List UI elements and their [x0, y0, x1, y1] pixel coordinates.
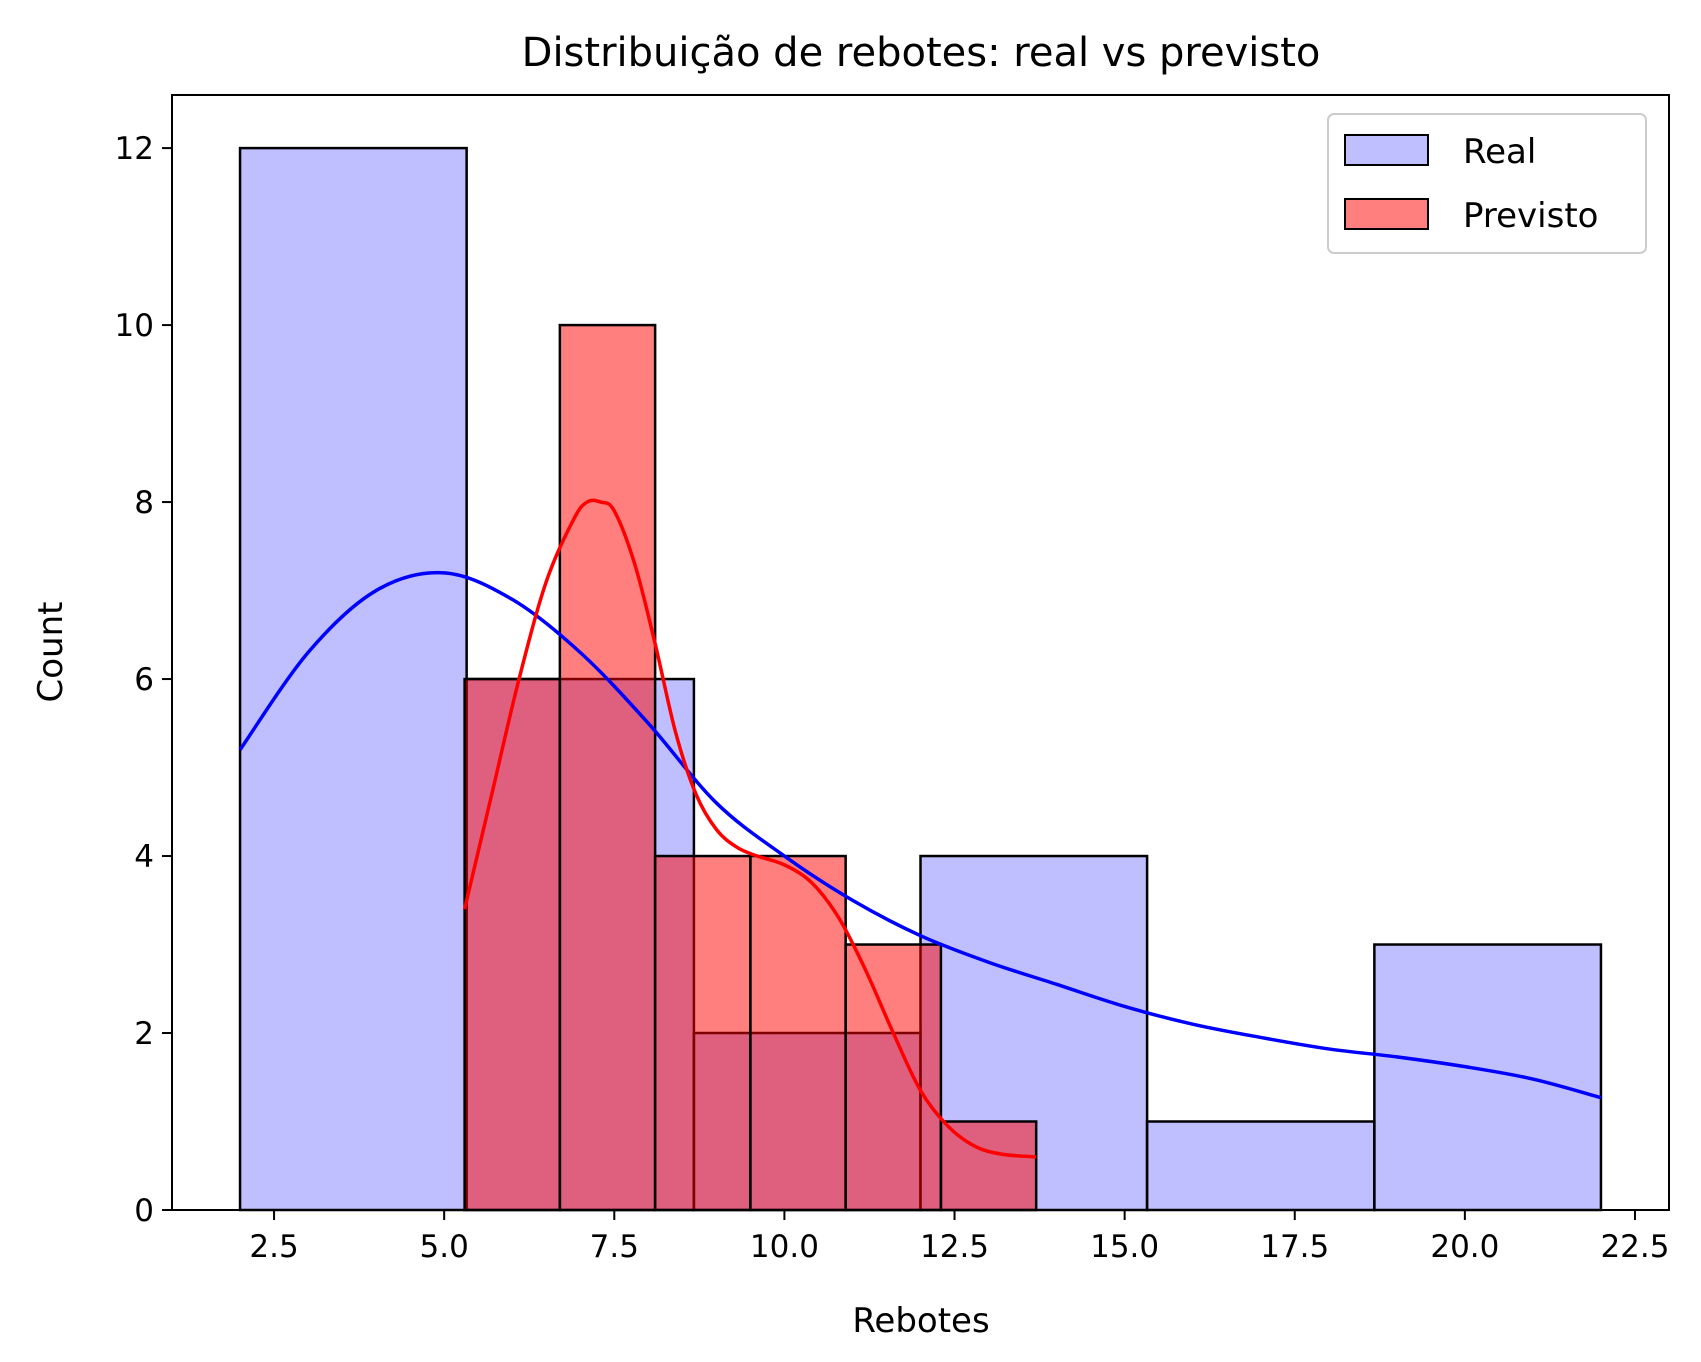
- y-tick-label: 4: [134, 839, 154, 875]
- x-tick-label: 5.0: [420, 1229, 469, 1265]
- bar-previsto-0: [463, 677, 562, 1212]
- bar-real-4: [1145, 1120, 1376, 1212]
- x-tick-label: 17.5: [1260, 1229, 1329, 1265]
- legend-label-real: Real: [1463, 132, 1536, 172]
- bar-real-5: [1373, 943, 1603, 1212]
- x-tick-label: 10.0: [750, 1229, 819, 1265]
- plot-frame: [171, 94, 1670, 1211]
- x-tick-label: 15.0: [1090, 1229, 1159, 1265]
- x-axis: 2.5 5.0 7.5 10.0 12.5 15.0 17.5 20.0 22.5: [249, 1210, 1669, 1265]
- x-tick-label: 2.5: [249, 1229, 298, 1265]
- x-axis-label: Rebotes: [852, 1301, 989, 1341]
- x-tick-label: 22.5: [1600, 1229, 1669, 1265]
- y-tick-label: 12: [115, 131, 154, 167]
- y-tick-label: 8: [134, 485, 154, 521]
- y-axis: 0 2 4 6 8 10 12: [115, 131, 172, 1229]
- bar-previsto-2: [653, 854, 752, 1212]
- chart-title: Distribuição de rebotes: real vs previst…: [522, 30, 1321, 76]
- bar-real-0: [238, 146, 468, 1212]
- legend-swatch-previsto: [1344, 198, 1429, 230]
- legend-swatch-real: [1344, 134, 1429, 166]
- legend-label-previsto: Previsto: [1463, 196, 1598, 236]
- plot-area: [171, 94, 1670, 1212]
- kde-line-real: [238, 570, 1602, 1100]
- x-tick-label: 7.5: [590, 1229, 639, 1265]
- kde-line-previsto: [462, 498, 1037, 1159]
- x-tick-label: 12.5: [920, 1229, 989, 1265]
- y-tick-label: 6: [134, 662, 154, 698]
- bar-previsto-1: [558, 323, 657, 1212]
- legend: Real Previsto: [1327, 113, 1647, 254]
- y-axis-label: Count: [31, 602, 71, 703]
- bar-previsto-3: [749, 854, 847, 1212]
- y-tick-label: 2: [134, 1016, 154, 1052]
- y-tick-label: 10: [115, 308, 154, 344]
- bar-previsto-4: [844, 943, 943, 1212]
- x-tick-label: 20.0: [1430, 1229, 1499, 1265]
- kde-lines: [238, 498, 1602, 1159]
- y-tick-label: 0: [134, 1193, 154, 1229]
